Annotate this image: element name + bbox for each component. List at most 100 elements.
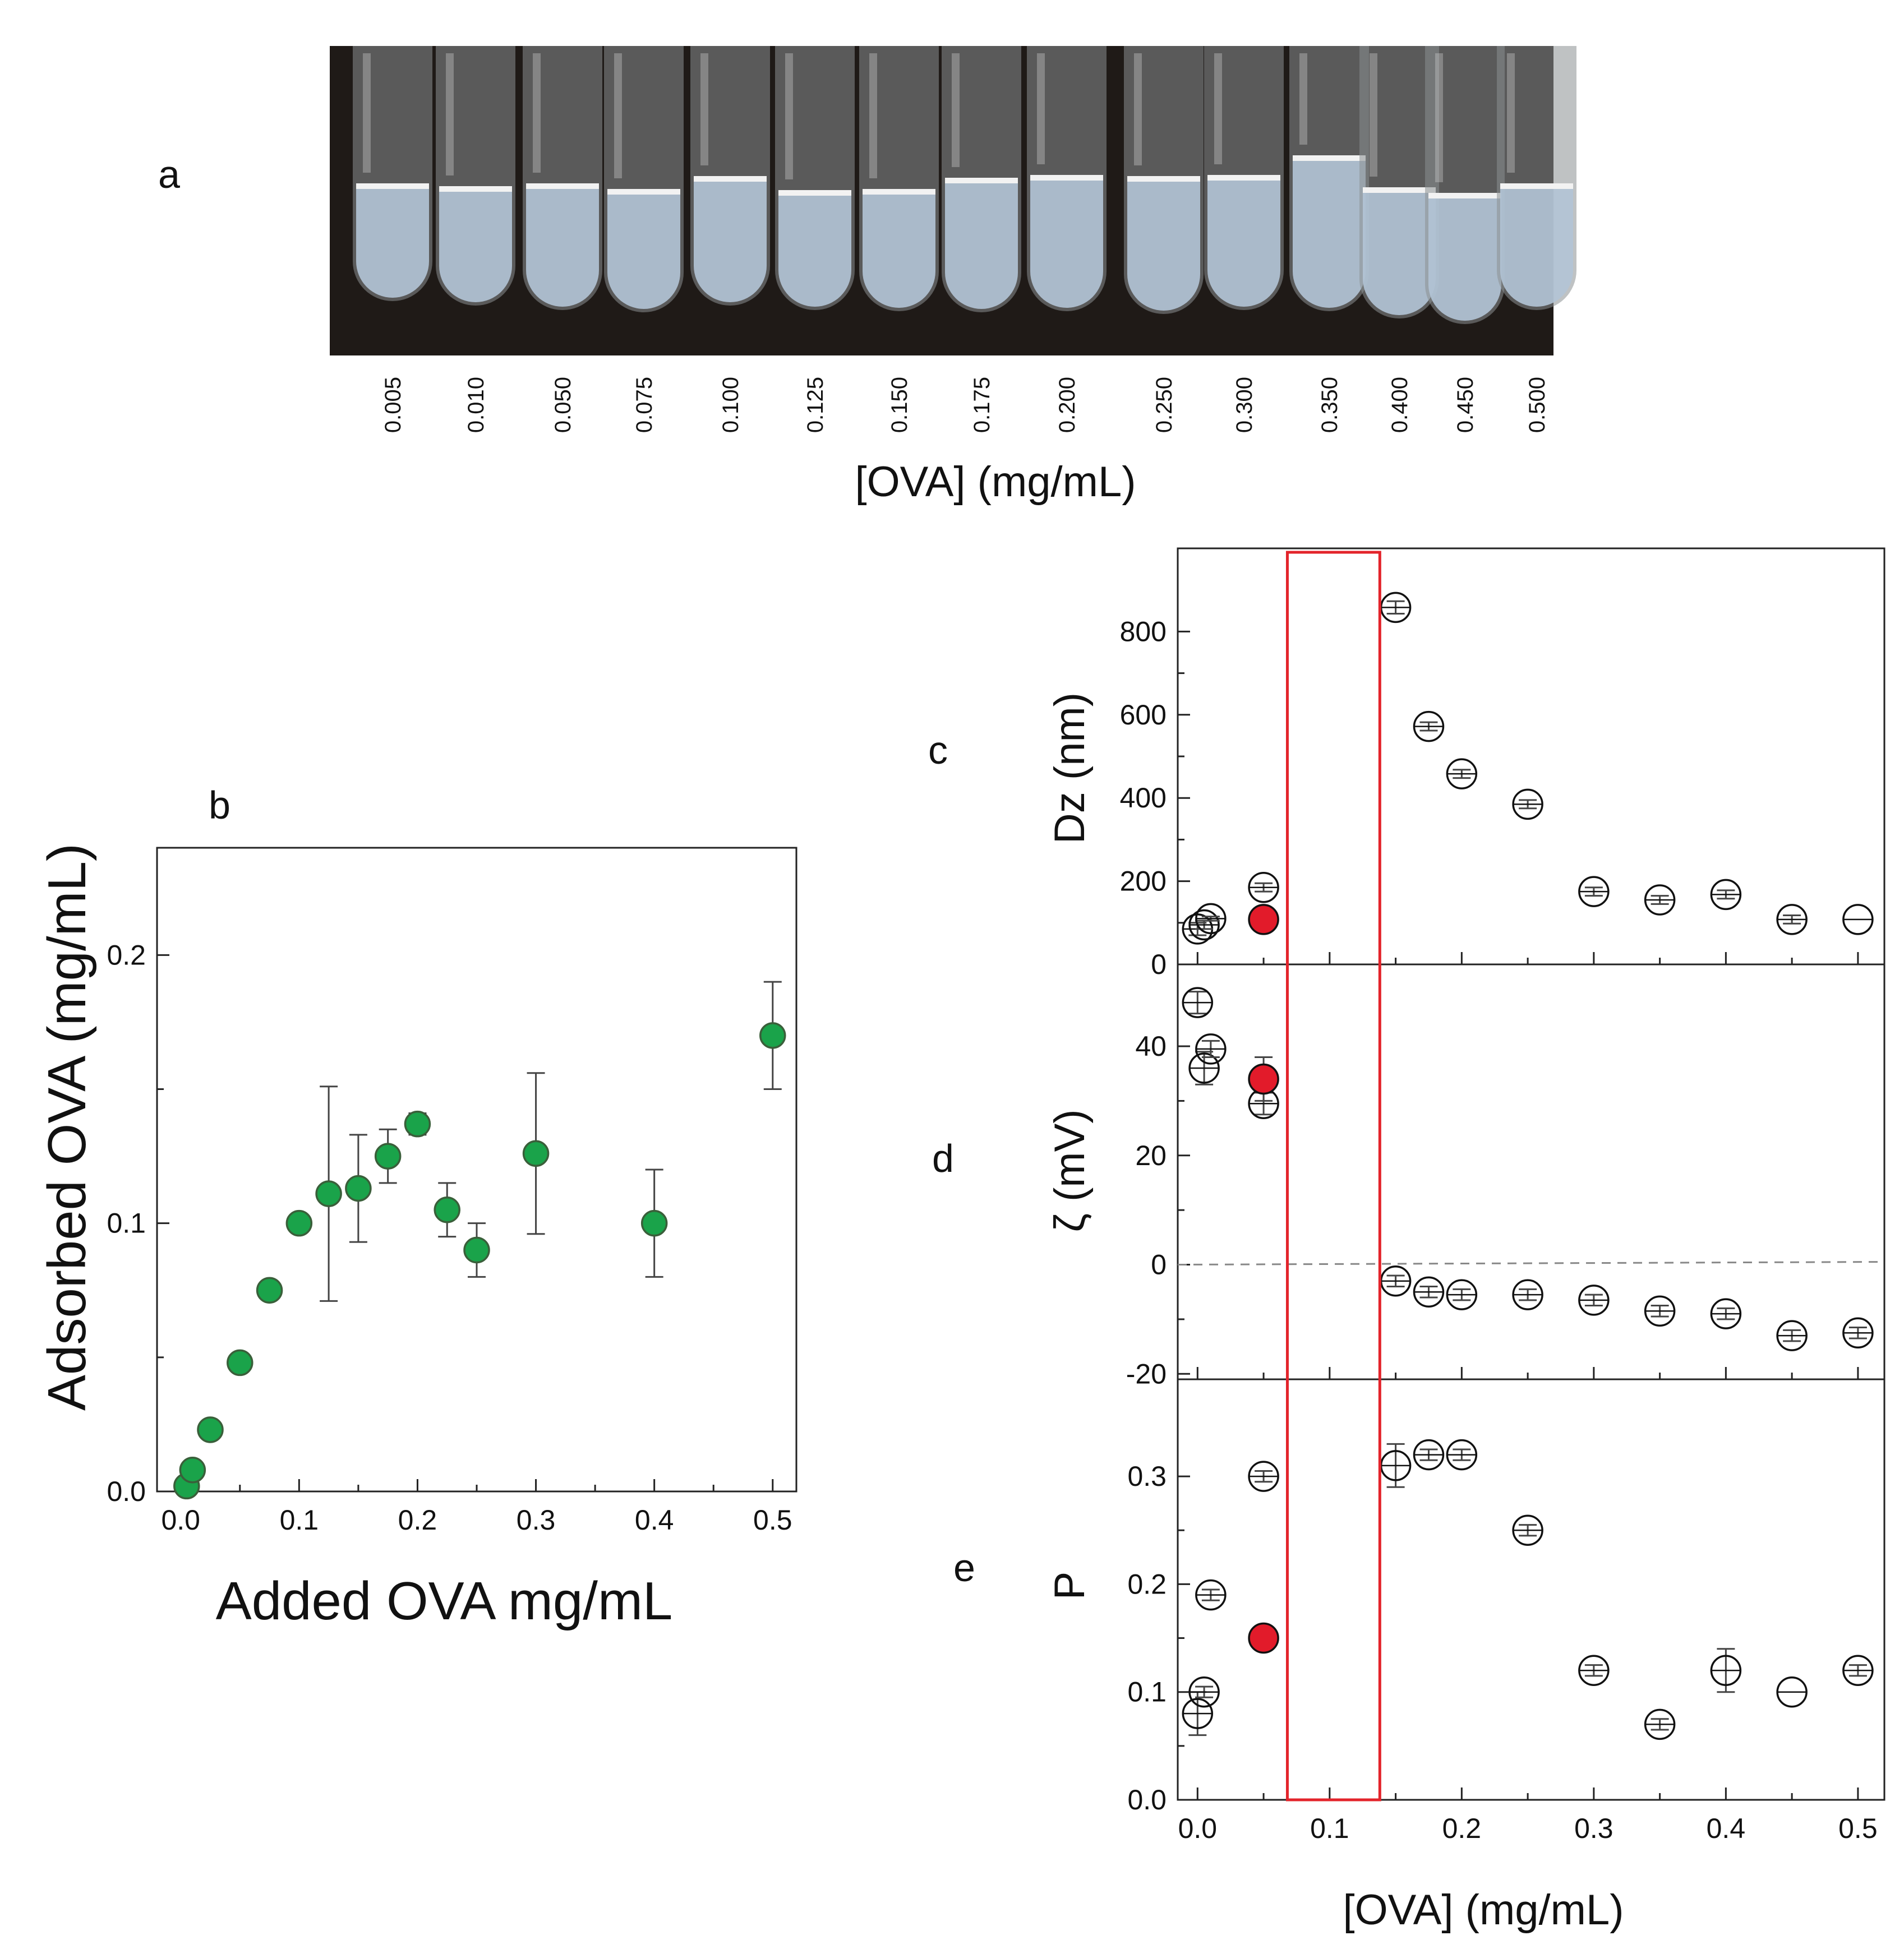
green-data-point (256, 1277, 283, 1304)
open-data-point (1842, 1317, 1874, 1348)
panel-a-letter: a (158, 153, 180, 196)
chart-b-frame (156, 847, 797, 1493)
marker (434, 1197, 460, 1223)
x-tick-label: 0.3 (517, 1504, 556, 1536)
chart-b: 0.0 0.1 0.2 0.0 0.1 0.2 0.3 0.4 0.5 (107, 847, 797, 1536)
tube-label: 0.350 (1317, 377, 1342, 433)
test-tube (1425, 46, 1505, 324)
chart-e-xlabel: [OVA] (mg/mL) (1343, 1886, 1624, 1934)
tube-liquid (1127, 179, 1200, 311)
x-tick-label: 0.3 (1574, 1813, 1613, 1844)
meniscus-line (1363, 187, 1436, 193)
tube-label: 0.400 (1387, 377, 1412, 433)
chart-c-ylabel: Dz (nm) (1046, 692, 1094, 844)
marker (1248, 904, 1279, 935)
tube-highlight (1299, 53, 1307, 145)
test-tube (690, 46, 770, 306)
tube-label: 0.500 (1525, 377, 1550, 433)
tube-highlight (1507, 53, 1515, 173)
y-tick-label: 800 (1120, 616, 1167, 647)
chart-c: 0 200 400 600 800 (1120, 547, 1885, 980)
chart-e: 0.0 0.1 0.2 0.3 0.0 0.1 0.2 0.3 0.4 0.5 (1127, 1378, 1885, 1844)
x-tick-label: 0.0 (1178, 1813, 1218, 1844)
chart-e-frame (1177, 1378, 1885, 1801)
marker (227, 1349, 253, 1377)
open-data-point (1776, 1320, 1808, 1351)
open-data-point (1248, 1461, 1279, 1492)
green-data-point (285, 1209, 313, 1237)
meniscus-line (439, 186, 512, 192)
tube-highlight (1134, 53, 1142, 165)
tube-highlight (785, 53, 793, 179)
open-data-point (1195, 903, 1227, 935)
red-data-point (1248, 904, 1279, 935)
y-tick-label: 0.2 (1127, 1568, 1167, 1600)
y-tick-label: 600 (1120, 699, 1167, 731)
marker (1248, 1622, 1279, 1654)
meniscus-line (1030, 175, 1103, 181)
test-tube (353, 46, 432, 301)
open-data-point (1578, 1655, 1610, 1686)
marker (374, 1143, 402, 1170)
meniscus-line (1127, 176, 1200, 182)
tube-label: 0.200 (1055, 377, 1080, 433)
test-tube (523, 46, 602, 310)
tube-liquid (1030, 178, 1103, 308)
open-data-point (1413, 1276, 1445, 1308)
test-tube (1497, 46, 1576, 310)
x-tick-label: 0.5 (753, 1504, 792, 1536)
y-tick-label: 0.2 (107, 939, 146, 971)
test-tube (436, 46, 515, 306)
tube-highlight (446, 53, 454, 175)
open-data-point (1512, 1279, 1543, 1310)
open-data-point (1380, 592, 1412, 623)
y-tick-label: 0 (1151, 1249, 1167, 1281)
red-data-point (1248, 1622, 1279, 1654)
test-tube (1027, 46, 1107, 311)
tube-highlight (1214, 53, 1222, 164)
red-data-point (1248, 1056, 1279, 1102)
tube-liquid (1363, 191, 1436, 315)
tube-label: 0.050 (551, 377, 575, 433)
test-tube (1124, 46, 1204, 314)
marker (256, 1277, 283, 1304)
test-tube (942, 46, 1021, 312)
zero-dashed-line (1177, 1261, 1885, 1266)
open-data-point (1195, 1033, 1227, 1065)
tube-highlight (363, 53, 371, 173)
green-data-point (374, 1128, 402, 1184)
y-tick-label: 0.3 (1127, 1461, 1167, 1492)
tube-label: 0.100 (718, 377, 743, 433)
green-data-point (640, 1168, 668, 1278)
tube-liquid (526, 187, 599, 307)
meniscus-line (607, 189, 680, 195)
tube-label: 0.010 (464, 377, 488, 433)
chart-b-xlabel: Added OVA mg/mL (216, 1571, 673, 1631)
open-data-point (1776, 904, 1808, 935)
y-tick-label: 20 (1135, 1140, 1167, 1171)
open-data-point (1776, 1676, 1808, 1708)
tube-liquid (945, 181, 1018, 309)
meniscus-line (863, 189, 935, 195)
tube-label: 0.250 (1152, 377, 1177, 433)
panel-d-letter: d (932, 1137, 954, 1180)
x-tick-label: 0.1 (280, 1504, 319, 1536)
tube-liquid (694, 179, 767, 302)
open-data-point (1578, 876, 1610, 907)
open-data-point (1446, 1439, 1478, 1471)
y-tick-label: 40 (1135, 1031, 1167, 1062)
marker (315, 1180, 342, 1207)
meniscus-line (526, 183, 599, 189)
y-tick-label: 400 (1120, 782, 1167, 814)
x-tick-label: 0.5 (1838, 1813, 1878, 1844)
highlight-box (1285, 551, 1381, 1802)
marker (197, 1416, 224, 1443)
tube-label: 0.005 (381, 377, 405, 433)
open-data-point (1413, 710, 1445, 742)
chart-d-ylabel: ζ (mV) (1046, 1109, 1094, 1232)
open-data-point (1842, 904, 1874, 935)
meniscus-line (778, 190, 851, 196)
x-tick-label: 0.2 (1442, 1813, 1482, 1844)
open-data-point (1842, 1655, 1874, 1686)
